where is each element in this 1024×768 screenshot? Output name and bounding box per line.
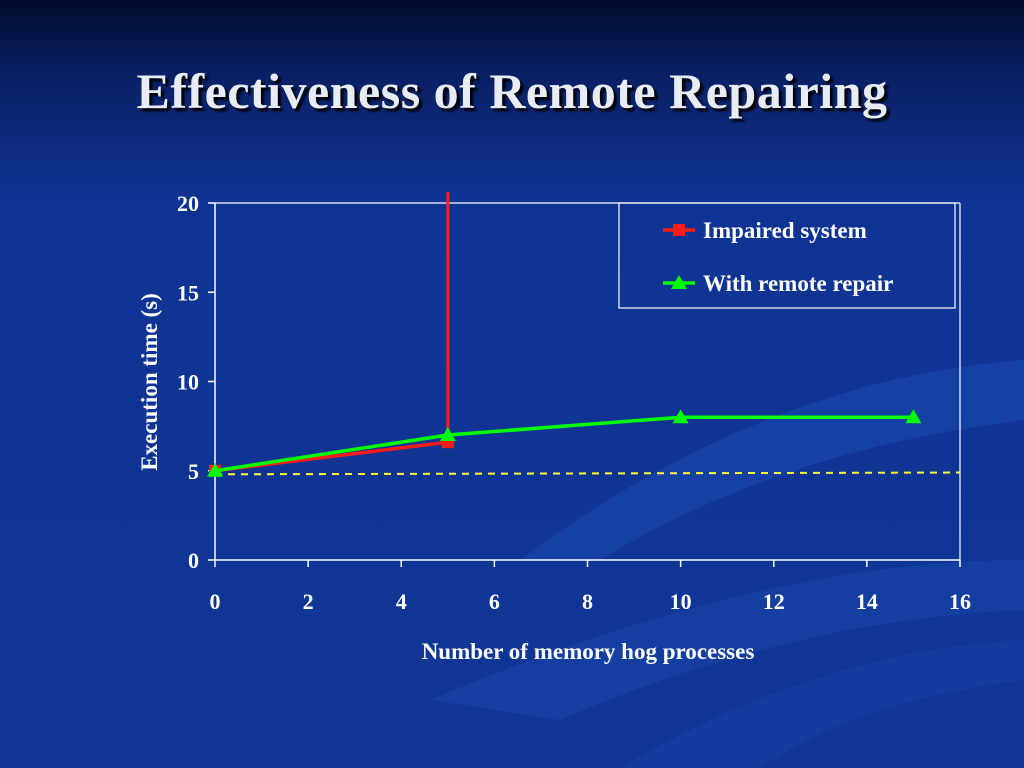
reference-line — [214, 471, 961, 476]
x-tick-label: 0 — [210, 589, 221, 614]
chart-legend: Impaired system With remote repair — [618, 202, 956, 309]
series-with-remote-repair — [207, 409, 922, 477]
legend-box — [618, 202, 956, 309]
legend-item: With remote repair — [663, 271, 893, 296]
y-tick-label: 10 — [177, 370, 199, 395]
chart-series — [207, 192, 922, 477]
y-tick-label: 15 — [177, 280, 199, 305]
x-tick-label: 2 — [303, 589, 314, 614]
legend-marker — [671, 275, 687, 289]
slide-title: Effectiveness of Remote Repairing — [136, 63, 888, 119]
x-tick-label: 16 — [949, 589, 971, 614]
data-point — [905, 409, 922, 424]
y-tick-label: 0 — [188, 548, 199, 573]
chart-axes: 0 2 4 6 8 10 12 14 16 0 5 10 15 20 — [177, 191, 971, 614]
x-tick-label: 12 — [763, 589, 785, 614]
x-axis-label: Number of memory hog processes — [422, 639, 755, 664]
legend-label: Impaired system — [703, 218, 867, 243]
legend-label: With remote repair — [703, 271, 893, 296]
series-line — [214, 415, 914, 473]
series-impaired-system — [209, 192, 454, 477]
x-tick-label: 10 — [670, 589, 692, 614]
legend-item: Impaired system — [663, 218, 867, 243]
x-tick-label: 14 — [856, 589, 878, 614]
x-tick-label: 6 — [489, 589, 500, 614]
x-tick-label: 4 — [396, 589, 407, 614]
legend-marker — [673, 224, 685, 236]
baseline-dashed-line — [214, 471, 961, 476]
data-point — [439, 427, 456, 442]
y-axis-label: Execution time (s) — [137, 293, 162, 471]
y-tick-label: 20 — [177, 191, 199, 216]
y-tick-label: 5 — [188, 459, 199, 484]
data-point — [672, 409, 689, 424]
data-point — [207, 462, 223, 477]
x-tick-label: 8 — [582, 589, 593, 614]
